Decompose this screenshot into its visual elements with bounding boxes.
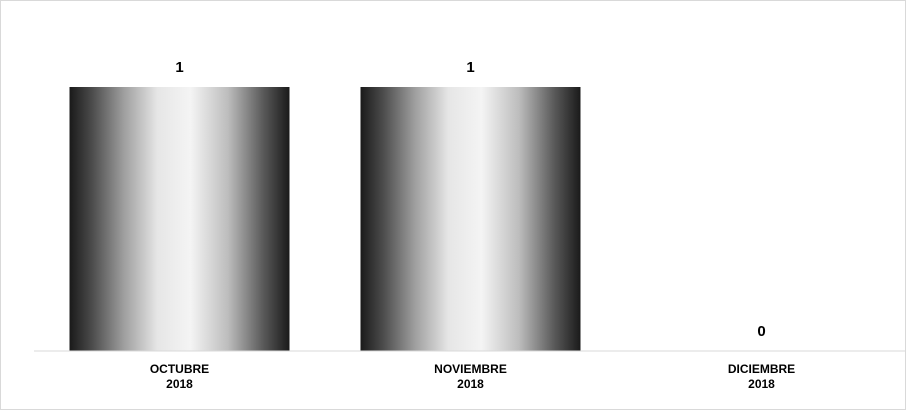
x-tick-label-0-line-1: 2018 [166,377,193,391]
x-tick-label-1-line-0: NOVIEMBRE [434,362,507,376]
bar-0 [69,87,290,351]
x-tick-label-1-line-1: 2018 [457,377,484,391]
x-tick-label-2-line-1: 2018 [748,377,775,391]
data-label-1: 1 [466,59,474,76]
bar-1 [360,87,581,351]
data-label-2: 0 [757,323,765,340]
x-tick-label-0-line-0: OCTUBRE [150,362,209,376]
x-tick-label-2-line-0: DICIEMBRE [728,362,795,376]
data-label-0: 1 [175,59,183,76]
